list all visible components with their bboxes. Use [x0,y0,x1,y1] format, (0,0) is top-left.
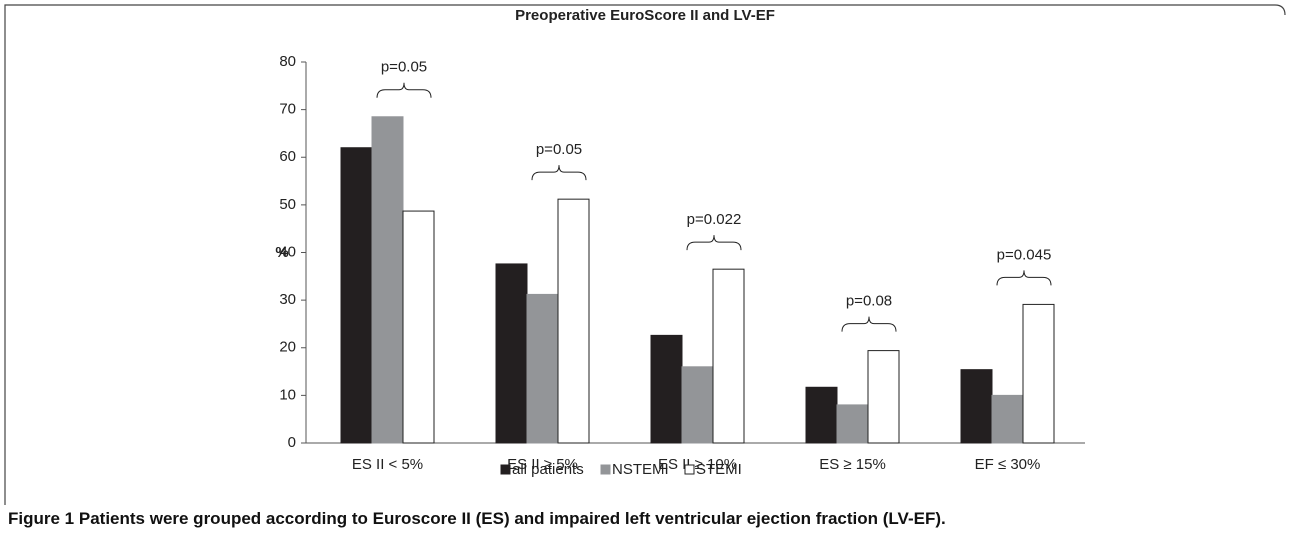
annotation: p=0.05 [536,141,582,158]
y-tick-label: 30 [279,291,296,308]
bar [1022,303,1055,444]
y-tick-label: 50 [279,196,296,213]
y-tick-label: 60 [279,148,296,165]
x-tick-label: ES ≥ 15% [819,456,886,473]
legend-swatch [500,464,511,475]
annotation: p=0.08 [846,293,892,310]
legend-swatch [684,464,695,475]
annotation: p=0.05 [381,59,427,76]
bar [495,263,528,444]
frame [4,4,1286,505]
caption-label: Figure 1 [8,509,75,528]
y-tick-label: 10 [279,386,296,403]
bracket [531,165,587,181]
x-tick-label: ES II ≥ 10% [658,456,737,473]
bar [402,210,435,444]
x-tick-label: ES II ≥ 5% [507,456,578,473]
caption-text: Patients were grouped according to Euros… [78,509,946,528]
bar [836,404,869,444]
y-tick-label: 80 [279,53,296,70]
legend-label: STEMI [696,461,742,478]
bar [557,198,590,444]
y-tick-label: 40 [279,243,296,260]
annotation: p=0.045 [997,246,1052,263]
bar [371,116,404,444]
y-tick-label: 0 [288,434,296,451]
bar [867,350,900,444]
annotation: p=0.022 [687,211,742,228]
bar [960,369,993,444]
caption: Figure 1 Patients were grouped according… [8,509,946,529]
bar [805,386,838,444]
bracket [686,235,742,251]
y-tick-label: 20 [279,339,296,356]
y-axis-label: % [275,244,288,261]
bracket [996,270,1052,286]
bar [340,147,373,444]
bar [712,268,745,444]
x-tick-label: ES II < 5% [352,456,423,473]
legend-label: all patients [512,461,584,478]
bar [650,334,683,444]
y-tick-label: 70 [279,101,296,118]
chart-title: Preoperative EuroScore II and LV-EF [515,7,775,24]
bar [526,293,559,444]
bracket [376,82,432,98]
x-tick-label: EF ≤ 30% [975,456,1041,473]
legend-label: NSTEMI [612,461,669,478]
legend-swatch [600,464,611,475]
bracket [841,316,897,332]
bar [991,394,1024,444]
bar [681,366,714,444]
